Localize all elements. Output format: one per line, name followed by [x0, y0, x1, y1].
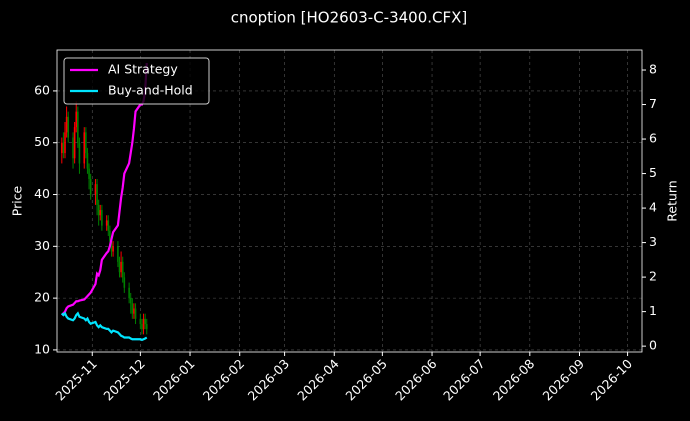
candle-body: [105, 220, 108, 226]
candle-body: [62, 142, 65, 154]
candle-body: [131, 303, 134, 314]
candle-body: [145, 324, 148, 330]
y-tick-label: 60: [34, 82, 50, 97]
candle-body: [118, 261, 121, 273]
candle-body: [88, 168, 90, 179]
candle-body: [139, 318, 142, 325]
y-tick-label: 20: [34, 290, 50, 305]
candle-body: [67, 116, 70, 138]
legend-label: AI Strategy: [108, 62, 178, 77]
candle-body: [129, 298, 132, 304]
candle-body: [101, 210, 103, 226]
candle-body: [64, 132, 66, 154]
candle-body: [128, 287, 130, 299]
candle-body: [73, 127, 76, 159]
y-tick-label: 40: [34, 186, 50, 201]
candle-body: [89, 178, 92, 195]
y-axis-label: Price: [10, 185, 25, 216]
candle-body: [78, 142, 81, 164]
y2-axis-label: Return: [665, 180, 680, 221]
candle-body: [112, 246, 114, 252]
y2-tick-label: 0: [649, 338, 657, 353]
candle-body: [120, 261, 122, 273]
y-tick-label: 10: [34, 341, 50, 356]
candle-body: [141, 324, 143, 330]
axes-frame: [56, 49, 643, 353]
candle-body: [142, 318, 145, 330]
y2-tick-label: 6: [649, 131, 657, 146]
candle-body: [109, 230, 111, 242]
candle-body: [65, 116, 68, 133]
y2-tick-label: 2: [649, 269, 657, 284]
candle-body: [96, 184, 98, 205]
candle-body: [94, 184, 97, 195]
candle-body: [144, 318, 146, 325]
candle-body: [123, 277, 126, 288]
candle-body: [72, 137, 74, 159]
y2-tick-label: 4: [649, 200, 657, 215]
y2-tick-label: 8: [649, 62, 657, 77]
candle-body: [61, 142, 63, 154]
candle-body: [121, 261, 124, 278]
legend-label: Buy-and-Hold: [108, 83, 193, 98]
candle-body: [75, 111, 78, 128]
return-line: [61, 63, 148, 316]
candle-body: [86, 153, 89, 169]
candle-body: [83, 132, 86, 164]
y2-tick-label: 3: [649, 234, 657, 249]
chart-title: cnoption [HO2603-C-3400.CFX]: [231, 9, 468, 27]
y2-tick-label: 7: [649, 96, 657, 111]
y2-tick-label: 5: [649, 165, 657, 180]
y-tick-label: 30: [34, 238, 50, 253]
candle-body: [133, 308, 135, 314]
candle-body: [134, 308, 137, 319]
candle-body: [97, 204, 100, 216]
candle-body: [107, 220, 110, 231]
y-tick-label: 50: [34, 134, 50, 149]
legend-box: [63, 57, 210, 105]
candle-body: [110, 241, 113, 252]
candle-body: [117, 246, 119, 262]
candle-body: [85, 132, 87, 154]
candle-body: [77, 111, 79, 143]
y2-tick-label: 1: [649, 303, 657, 318]
candle-body: [99, 210, 102, 216]
return-line: [61, 311, 148, 342]
legend: AI Strategy Buy-and-Hold: [63, 57, 210, 105]
